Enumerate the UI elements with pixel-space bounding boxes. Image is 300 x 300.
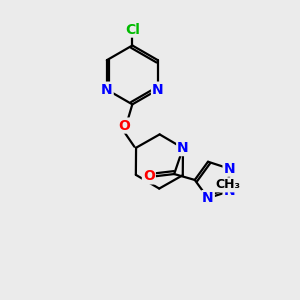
Text: Cl: Cl — [125, 22, 140, 37]
Text: O: O — [118, 118, 130, 133]
Text: O: O — [143, 169, 155, 183]
Text: CH₃: CH₃ — [215, 178, 240, 191]
Text: N: N — [101, 82, 112, 97]
Text: N: N — [224, 184, 235, 198]
Text: N: N — [202, 191, 214, 205]
Text: N: N — [152, 82, 164, 97]
Text: N: N — [177, 141, 189, 155]
Text: N: N — [224, 162, 235, 176]
